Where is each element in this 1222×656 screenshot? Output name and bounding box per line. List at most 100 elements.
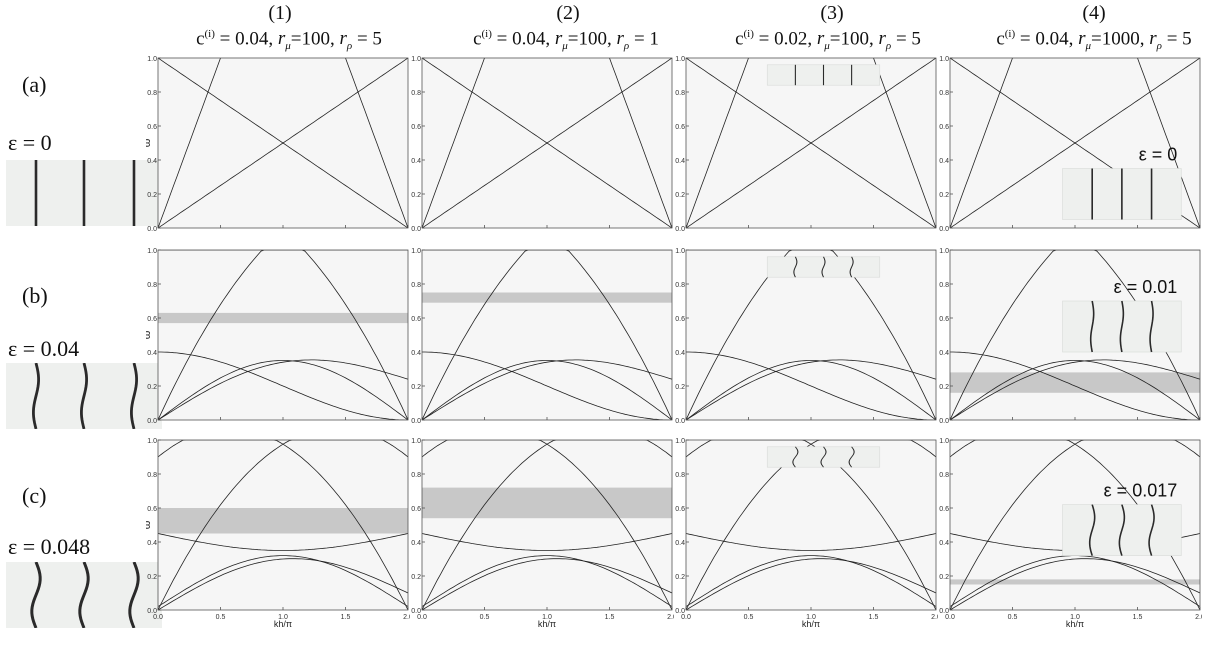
y-tick-label: 1.0 (411, 56, 421, 63)
y-tick-label: 0.0 (411, 608, 421, 615)
c-superscript: (i) (1004, 28, 1016, 40)
y-tick-label: 0.6 (675, 316, 685, 323)
plot-area (686, 250, 936, 420)
x-tick-label: 0.0 (153, 614, 163, 621)
y-tick-label: 0.4 (675, 158, 685, 165)
x-tick-label: 0.0 (945, 614, 955, 621)
r-rho-symbol: rρ (616, 28, 630, 53)
r-mu-symbol: rμ (277, 28, 291, 53)
dispersion-curve (158, 558, 408, 610)
chart-a3: 0.0 0.2 0.4 0.6 0.8 1.0 (675, 56, 937, 233)
dispersion-curve (686, 359, 936, 420)
dispersion-curve (158, 58, 221, 228)
y-tick-label: 1.0 (147, 56, 157, 63)
chart-c2: 0.0 0.2 0.4 0.6 0.8 1.0 0.0 0.5 1.0 1.5 2.0 kh/π (411, 438, 677, 629)
crack-line (792, 446, 799, 468)
inset-strip-c4: ε = 0.017 (1062, 481, 1182, 556)
x-tick-label: 1.5 (869, 614, 879, 621)
dispersion-curve (422, 58, 672, 228)
dispersion-curve (686, 360, 936, 420)
r-rho-symbol: rρ (878, 28, 892, 53)
inset-strip-a3 (766, 64, 881, 86)
dispersion-curve (422, 533, 672, 551)
epsilon-label-c: ε = 0.048 (8, 534, 91, 559)
crack-strip-svg (6, 561, 162, 629)
inset-epsilon-label: ε = 0 (1139, 145, 1178, 165)
r-mu-symbol: rμ (1078, 28, 1092, 53)
panel-c4: 0.0 0.2 0.4 0.6 0.8 1.0 0.0 0.5 1.0 1.5 2.0 kh/π ε =… (938, 438, 1205, 633)
dispersion-curve (950, 360, 1200, 420)
dispersion-curve (158, 250, 408, 420)
chart-b1: 0.0 0.2 0.4 0.6 0.8 1.0 ω̃ (141, 248, 409, 425)
y-tick-label: 0.8 (675, 90, 685, 97)
x-tick-label: 1.0 (806, 614, 816, 621)
dispersion-curve (950, 58, 1013, 228)
y-tick-label: 0.4 (939, 540, 949, 547)
y-tick-label: 1.0 (675, 248, 685, 255)
y-tick-label: 0.4 (411, 540, 421, 547)
dispersion-curve (422, 250, 672, 420)
panel-a3: 0.0 0.2 0.4 0.6 0.8 1.0 (674, 56, 938, 251)
panel-c1: 0.0 0.2 0.4 0.6 0.8 1.0 0.0 0.5 1.0 1.5 2.0 kh/π ω̃ (141, 438, 413, 633)
band-gap (158, 508, 408, 534)
x-tick-label: 1.5 (341, 614, 351, 621)
c-superscript: (i) (481, 28, 492, 40)
y-tick-label: 0.4 (147, 350, 157, 357)
panel-c3: 0.0 0.2 0.4 0.6 0.8 1.0 0.0 0.5 1.0 1.5 2.0 kh/π (674, 438, 941, 633)
y-tick-label: 0.8 (675, 282, 685, 289)
y-tick-label: 0.0 (147, 418, 157, 425)
x-axis-label: kh/π (274, 619, 292, 628)
dispersion-curve (950, 250, 1200, 420)
column-params-3: c(i) = 0.02, rμ=100, rρ = 5 (735, 28, 921, 53)
y-tick-label: 0.0 (939, 418, 949, 425)
y-axis-label: ω̃ (146, 327, 153, 340)
y-tick-label: 1.0 (939, 438, 949, 445)
y-tick-label: 0.4 (147, 158, 157, 165)
chart-b4: 0.0 0.2 0.4 0.6 0.8 1.0 ε = 0.01 (939, 248, 1201, 425)
x-tick-label: 2.0 (931, 614, 938, 621)
dispersion-curve (422, 250, 672, 420)
dispersion-curve (686, 351, 936, 420)
panel-a2: 0.0 0.2 0.4 0.6 0.8 1.0 (410, 56, 674, 251)
y-tick-label: 0.8 (411, 282, 421, 289)
dispersion-curve (158, 58, 408, 228)
y-tick-label: 0.4 (411, 350, 421, 357)
dispersion-curve (686, 440, 936, 610)
c-symbol: c (996, 28, 1005, 50)
crack-strip-svg (6, 362, 162, 430)
panel-a4: 0.0 0.2 0.4 0.6 0.8 1.0 ε = 0 (938, 56, 1202, 251)
dispersion-curve (158, 359, 408, 420)
y-tick-label: 1.0 (939, 248, 949, 255)
x-axis-label: kh/π (1066, 619, 1084, 628)
crack-strip-svg (6, 160, 162, 226)
c-value: 0.02 (774, 28, 808, 50)
x-tick-label: 0.0 (681, 614, 691, 621)
crack-line (821, 256, 826, 278)
crack-line (1119, 300, 1125, 353)
r-rho-value: 5 (1182, 28, 1192, 50)
row-label-b: (b) (22, 283, 48, 308)
plot-area (422, 250, 672, 420)
x-tick-label: 0.5 (216, 614, 226, 621)
y-tick-label: 0.0 (675, 226, 685, 233)
column-label-1: (1) (268, 2, 292, 24)
c-superscript: (i) (204, 28, 215, 40)
panel-b2: 0.0 0.2 0.4 0.6 0.8 1.0 (410, 248, 674, 443)
dispersion-curve (345, 58, 408, 228)
r-mu-value: 100 (578, 28, 608, 50)
crack-line (78, 561, 90, 629)
column-params-4: c(i) = 0.04, rμ=1000, rρ = 5 (996, 28, 1192, 53)
dispersion-curve (158, 250, 408, 420)
chart-b2: 0.0 0.2 0.4 0.6 0.8 1.0 (411, 248, 673, 425)
y-tick-label: 0.6 (675, 124, 685, 131)
y-tick-label: 0.8 (939, 472, 949, 479)
dispersion-curve (686, 555, 936, 607)
plot-area (686, 440, 936, 610)
crack-line (793, 256, 798, 278)
x-tick-label: 2.0 (1195, 614, 1202, 621)
dispersion-curve (158, 440, 408, 610)
x-tick-label: 1.5 (605, 614, 615, 621)
y-tick-label: 1.0 (675, 56, 685, 63)
dispersion-curve (158, 533, 408, 551)
y-tick-label: 0.6 (147, 506, 157, 513)
